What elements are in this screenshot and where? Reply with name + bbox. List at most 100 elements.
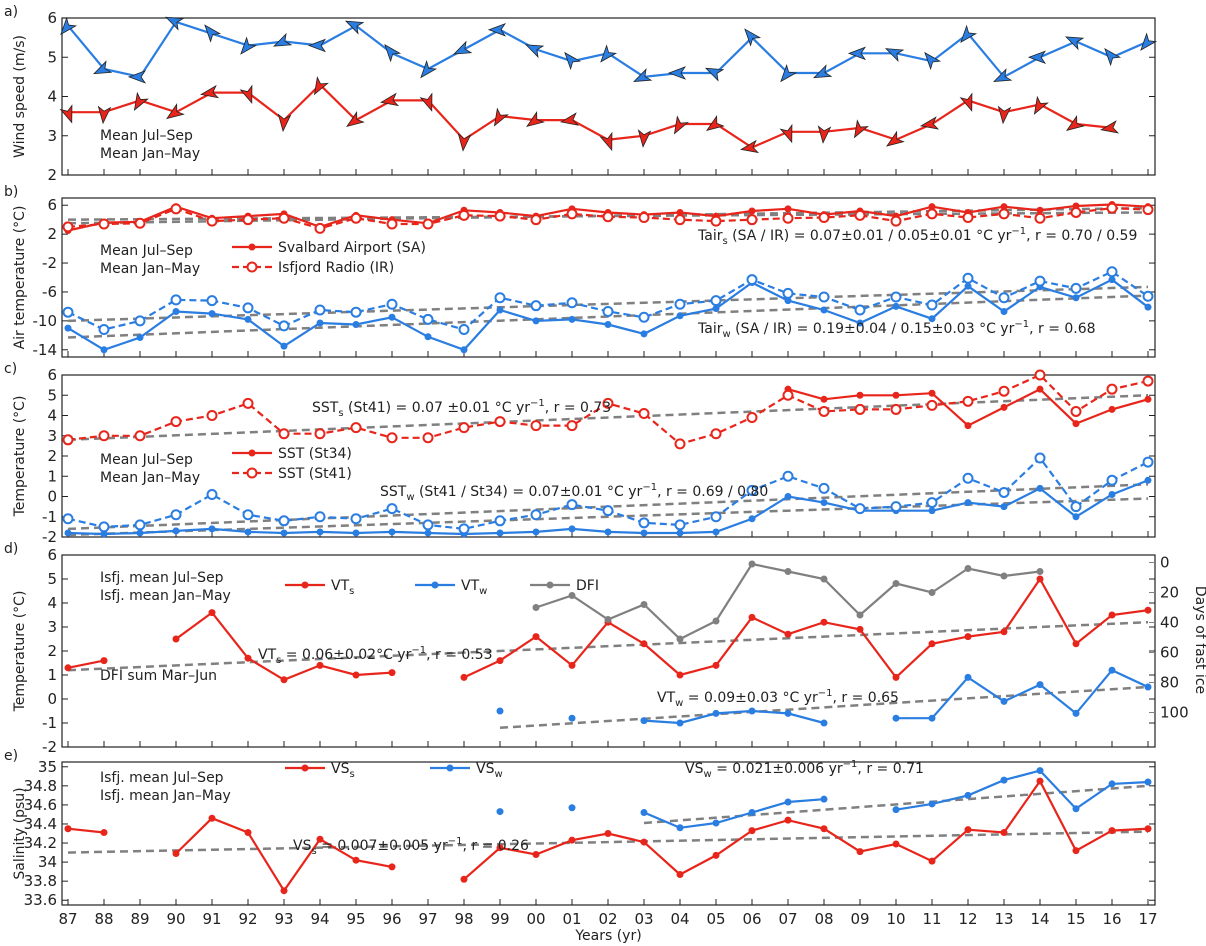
dot-marker [892,673,900,681]
open-marker [746,412,758,424]
open-marker [494,416,506,428]
dot-marker [208,525,216,533]
open-marker [602,305,614,317]
dot-marker [964,791,972,799]
dot-marker [604,616,612,623]
open-marker [998,385,1010,397]
arrow-marker [780,63,798,83]
open-marker [98,218,110,230]
x-tick-label: 99 [490,910,509,928]
dot-marker [784,297,792,305]
dot-marker [568,525,576,533]
annotation: Mean Jan–May [100,470,200,486]
arrow-marker [997,105,1012,125]
text-part: Mean Jan–May [100,146,200,162]
x-tick-label: 01 [562,910,581,928]
dot-marker [784,630,792,638]
text-part: w [722,329,730,340]
open-marker [854,304,866,316]
text-part: Tair [697,321,723,337]
series-line [535,562,1041,641]
open-marker [998,208,1010,220]
trend-line [67,620,1149,672]
dot-marker [676,719,684,727]
dot-marker [928,857,936,865]
text-part: (St41) = 0.07 ±0.01 °C yr [344,400,531,416]
dot-marker [496,707,504,715]
arrow-marker [812,64,833,79]
open-marker [206,488,218,500]
text-part: s [349,586,354,597]
dot-marker [1072,847,1080,855]
dot-marker [964,422,972,430]
open-marker [422,313,434,325]
dot-marker [64,664,72,672]
dot-marker [964,499,972,507]
legend-marker [431,581,439,589]
text-part: , r = 0.71 [857,761,923,777]
dot-marker [316,661,324,669]
arrow-marker [524,44,545,59]
arrow-marker [487,22,507,37]
arrow-marker [779,123,793,144]
dot-marker [352,529,360,537]
y-tick-label: 0 [47,488,57,506]
y-tick-label: 6 [47,9,57,27]
open-marker [638,407,650,419]
annotation: Mean Jan–May [100,261,200,277]
open-marker [314,222,326,234]
dot-marker [964,282,972,290]
dot-marker [748,560,756,568]
open-marker [710,511,722,523]
y-tick-label: 3 [47,127,57,145]
open-marker [278,515,290,527]
dot-marker [1000,503,1008,511]
dot-marker [748,809,756,817]
dot-marker [496,657,504,665]
y-tick-label: -1 [42,508,57,526]
open-marker [1034,369,1046,381]
y-tick-label: 2 [47,447,57,465]
dot-marker [424,333,432,341]
x-tick-label: 87 [58,910,77,928]
dot-marker [208,310,216,318]
dot-marker [64,324,72,332]
dot-marker [1000,572,1008,580]
open-marker [98,430,110,442]
dot-marker [244,654,252,662]
arrow-marker [744,28,762,47]
open-marker [602,211,614,223]
dot-marker [820,306,828,314]
y-tick-label: -2 [42,254,57,272]
dot-marker [1072,420,1080,428]
y-tick-label: 3 [47,618,57,636]
arrow-marker [740,139,760,154]
x-tick-label: 16 [1102,910,1121,928]
dot-marker [676,635,684,643]
text-part: VT [331,578,350,594]
open-marker [1142,456,1154,468]
arrow-marker [452,40,473,55]
open-marker [530,420,542,432]
dot-marker [640,601,648,608]
text-part: VT [461,578,480,594]
text-part: SST (St41) [278,466,352,482]
text-part: −1 [1011,226,1026,237]
dot-marker [1036,575,1044,583]
open-marker [314,304,326,316]
x-tick-label: 06 [742,910,761,928]
arrow-marker [457,133,472,152]
open-marker [494,515,506,527]
dot-marker [676,671,684,679]
legend-label: VTs [331,578,354,597]
legend-marker [246,261,258,273]
arrow-marker [59,104,73,124]
y-tick-label: 5 [47,386,57,404]
legend-label: VSs [331,761,355,780]
text-part: VS [685,761,704,777]
arrow-marker [960,24,978,43]
dot-marker [928,389,936,397]
dot-marker [172,850,180,858]
legend-marker [248,449,256,457]
text-part: Tair [697,228,723,244]
